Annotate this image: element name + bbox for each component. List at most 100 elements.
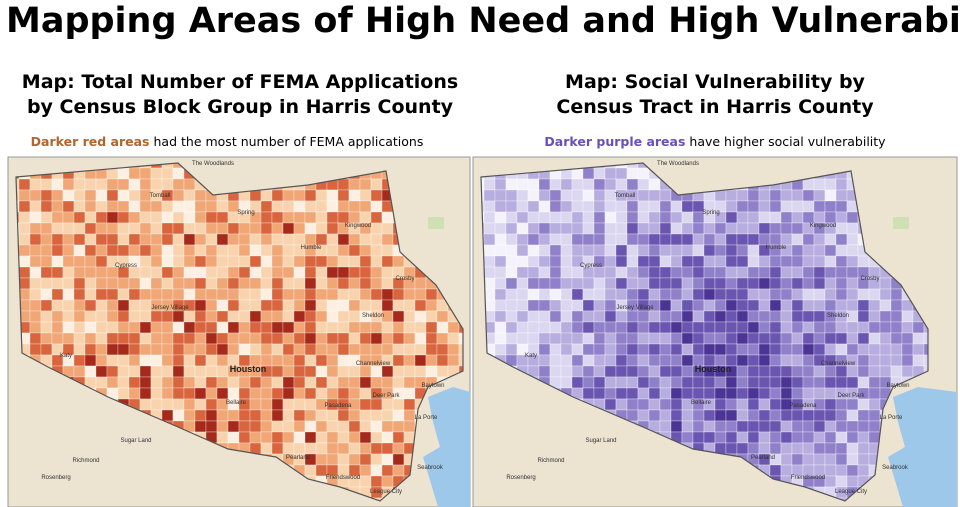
area-cell — [813, 442, 826, 455]
area-cell — [293, 332, 306, 345]
area-cell — [282, 200, 295, 213]
area-cell — [483, 244, 496, 257]
area-cell — [436, 310, 449, 323]
area-cell — [194, 398, 207, 411]
area-cell — [29, 211, 42, 224]
area-cell — [494, 178, 507, 191]
area-cell — [73, 343, 86, 356]
area-cell — [725, 398, 738, 411]
area-cell — [403, 387, 416, 400]
area-cell — [359, 200, 372, 213]
area-cell — [791, 266, 804, 279]
area-cell — [780, 409, 793, 422]
area-cell — [681, 277, 694, 290]
area-cell — [681, 244, 694, 257]
area-cell — [326, 376, 339, 389]
area-cell — [161, 398, 174, 411]
area-cell — [359, 442, 372, 455]
area-cell — [62, 244, 75, 257]
area-cell — [813, 189, 826, 202]
place-label: Houston — [230, 364, 267, 374]
map: HoustonSpringKingwoodTomballCypressKatyB… — [7, 156, 471, 507]
area-cell — [725, 255, 738, 268]
area-cell — [271, 299, 284, 312]
area-cell — [494, 255, 507, 268]
area-cell — [117, 299, 130, 312]
area-cell — [337, 431, 350, 444]
area-cell — [183, 376, 196, 389]
area-cell — [736, 200, 749, 213]
area-cell — [381, 464, 394, 477]
area-cell — [802, 332, 815, 345]
area-cell — [84, 299, 97, 312]
area-cell — [758, 233, 771, 246]
area-cell — [370, 244, 383, 257]
area-cell — [117, 321, 130, 334]
area-cell — [648, 343, 661, 356]
area-cell — [293, 409, 306, 422]
area-cell — [824, 299, 837, 312]
area-cell — [791, 409, 804, 422]
area-cell — [183, 398, 196, 411]
area-cell — [348, 211, 361, 224]
area-cell — [802, 277, 815, 290]
area-cell — [483, 266, 496, 279]
area-cell — [348, 244, 361, 257]
area-cell — [95, 200, 108, 213]
area-cell — [282, 244, 295, 257]
area-cell — [593, 233, 606, 246]
area-cell — [403, 365, 416, 378]
area-cell — [483, 222, 496, 235]
area-cell — [282, 255, 295, 268]
area-cell — [846, 255, 859, 268]
area-cell — [527, 299, 540, 312]
place-label: Baytown — [886, 383, 909, 389]
place-label: Baytown — [421, 383, 444, 389]
area-cell — [703, 255, 716, 268]
area-cell — [582, 222, 595, 235]
area-cell — [73, 178, 86, 191]
area-cell — [791, 222, 804, 235]
area-cell — [348, 200, 361, 213]
area-cell — [304, 398, 317, 411]
area-cell — [216, 266, 229, 279]
area-cell — [227, 222, 240, 235]
area-cell — [857, 343, 870, 356]
area-cell — [172, 233, 185, 246]
area-cell — [95, 365, 108, 378]
area-cell — [516, 200, 529, 213]
area-cell — [571, 244, 584, 257]
area-cell — [593, 178, 606, 191]
area-cell — [879, 354, 892, 367]
area-cell — [95, 255, 108, 268]
area-cell — [714, 288, 727, 301]
area-cell — [260, 398, 273, 411]
area-cell — [205, 354, 218, 367]
area-cell — [271, 310, 284, 323]
area-cell — [128, 288, 141, 301]
area-cell — [549, 365, 562, 378]
area-cell — [857, 398, 870, 411]
area-cell — [216, 277, 229, 290]
area-cell — [161, 266, 174, 279]
area-cell — [791, 288, 804, 301]
area-cell — [659, 299, 672, 312]
area-cell — [681, 332, 694, 345]
place-label: Rosenberg — [41, 475, 70, 481]
area-cell — [593, 343, 606, 356]
area-cell — [40, 211, 53, 224]
area-cell — [370, 299, 383, 312]
area-cell — [139, 321, 152, 334]
place-label: Tomball — [150, 193, 171, 199]
area-cell — [139, 299, 152, 312]
area-cell — [95, 332, 108, 345]
area-cell — [150, 233, 163, 246]
area-cell — [260, 266, 273, 279]
area-cell — [835, 255, 848, 268]
area-cell — [835, 420, 848, 433]
area-cell — [359, 464, 372, 477]
area-cell — [637, 200, 650, 213]
area-cell — [824, 431, 837, 444]
area-cell — [359, 365, 372, 378]
area-cell — [216, 431, 229, 444]
